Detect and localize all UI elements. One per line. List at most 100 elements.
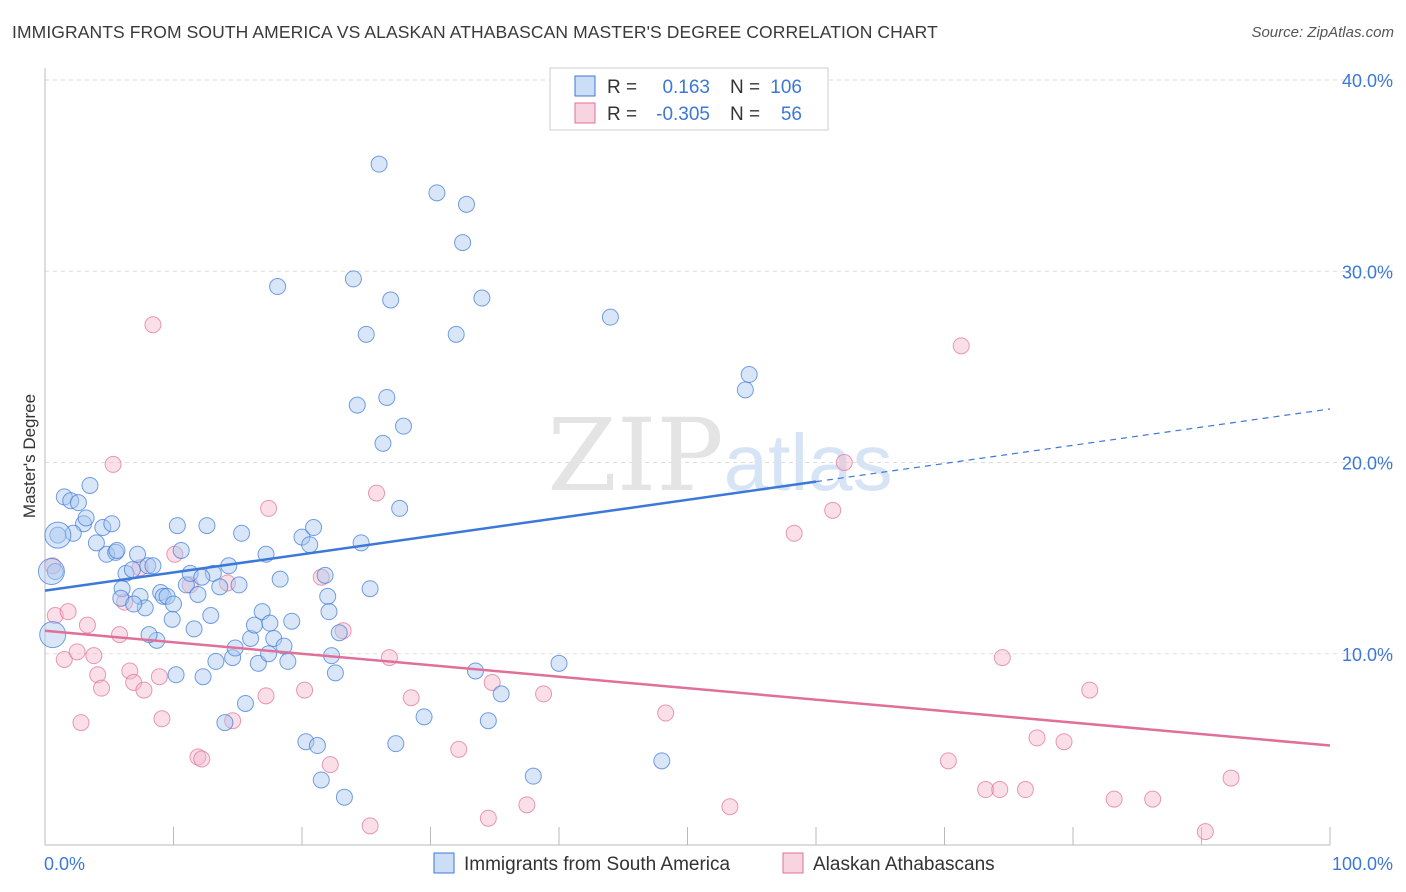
scatter-point (46, 563, 64, 581)
legend-swatch-pink (574, 102, 596, 124)
scatter-point (736, 381, 754, 399)
scatter-point (483, 673, 501, 691)
legend-swatch-blue (574, 75, 596, 97)
scatter-point (85, 647, 103, 665)
scatter-point (55, 650, 73, 668)
scatter-point (271, 570, 289, 588)
scatter-point-large (37, 558, 65, 586)
y-axis-label: Master's Degree (20, 394, 39, 518)
scatter-point (135, 681, 153, 699)
scatter-point (46, 607, 64, 624)
legend-r-value-pink: -0.305 (656, 104, 710, 125)
scatter-point (167, 666, 185, 684)
scatter-point (1196, 823, 1214, 841)
grid-lines (45, 79, 1393, 655)
scatter-point (177, 576, 195, 594)
bottom-legend-swatch-blue (433, 852, 455, 874)
trend-lines (44, 408, 1331, 747)
legend-n-label-blue: N = (730, 77, 760, 98)
scatter-point (269, 278, 287, 296)
scatter-point (457, 195, 475, 213)
scatter-point (189, 585, 207, 603)
scatter-point (352, 534, 370, 552)
scatter-point (296, 681, 314, 699)
scatter-point (454, 234, 472, 252)
scatter-point (550, 654, 568, 672)
scatter-point (428, 184, 446, 202)
scatter-point-large (39, 621, 67, 649)
scatter-point (93, 679, 111, 697)
scatter-point (524, 767, 542, 785)
x-tick-label-max: 100.0% (1332, 854, 1393, 874)
scatter-point (125, 595, 143, 613)
scatter-point (198, 517, 216, 535)
scatter-point (260, 645, 278, 663)
scatter-point (740, 366, 758, 384)
legend-n-label-pink: N = (730, 104, 760, 125)
scatter-point (1105, 790, 1123, 808)
scatter-point (163, 610, 181, 628)
series-immigrants-south-america (37, 155, 758, 806)
source-label: Source: ZipAtlas.com (1251, 24, 1394, 41)
scatter-point (194, 668, 212, 686)
y-tick-label: 10.0% (1342, 645, 1393, 665)
scatter-point (335, 788, 353, 806)
scatter-point (89, 666, 107, 684)
scatter-point (479, 809, 497, 827)
x-tick-label-min: 0.0% (44, 854, 85, 874)
bottom-legend-swatch-pink (782, 852, 804, 874)
scatter-point (111, 626, 129, 644)
scatter-point (824, 501, 842, 519)
scatter-point (348, 396, 366, 414)
scatter-point (326, 664, 344, 682)
scatter-point (193, 750, 211, 768)
legend-r-label-blue: R = (607, 77, 637, 98)
scatter-point (378, 388, 396, 406)
legend-n-value-pink: 56 (781, 104, 802, 125)
trend-line-pink (44, 629, 1331, 747)
scatter-point (518, 796, 536, 814)
trend-line-blue (44, 480, 817, 592)
scatter-point (447, 325, 465, 343)
scatter-point (450, 740, 468, 758)
scatter-point (344, 270, 362, 288)
scatter-point (492, 685, 510, 703)
scatter-point (123, 561, 141, 579)
scatter-point (991, 781, 1009, 799)
scatter-point-large (44, 521, 72, 549)
scatter-point (320, 603, 338, 621)
scatter-point (402, 689, 420, 707)
scatter-point (165, 595, 182, 613)
scatter-point (139, 557, 157, 575)
scatter-point (1055, 733, 1073, 751)
scatter-point (59, 603, 77, 621)
scatter-point (69, 494, 87, 512)
scatter-point (319, 587, 337, 605)
scatter-point (301, 536, 319, 554)
scatter-point (653, 752, 671, 770)
scatter-point (103, 515, 121, 533)
scatter-point (395, 417, 413, 435)
scatter-point (785, 524, 803, 542)
scatter-point (260, 499, 278, 517)
scatter-point (87, 534, 105, 552)
scatter-point (368, 484, 386, 502)
series-alaskan-athabascans (44, 316, 1240, 841)
scatter-point (172, 541, 190, 559)
scatter-point (261, 614, 279, 632)
scatter-point (370, 155, 388, 173)
scatter-point (94, 519, 112, 537)
legend-r-value-blue: 0.163 (662, 77, 710, 98)
scatter-point (150, 668, 168, 686)
scatter-point (361, 580, 379, 598)
scatter-point (104, 455, 122, 473)
scatter-point (1144, 790, 1162, 808)
scatter-point (233, 524, 251, 542)
scatter-point (1081, 681, 1099, 699)
scatter-point (279, 652, 297, 670)
legend-r-label-pink: R = (607, 104, 637, 125)
scatter-point (312, 771, 330, 789)
scatter-point (78, 616, 96, 634)
scatter-point (361, 817, 379, 835)
